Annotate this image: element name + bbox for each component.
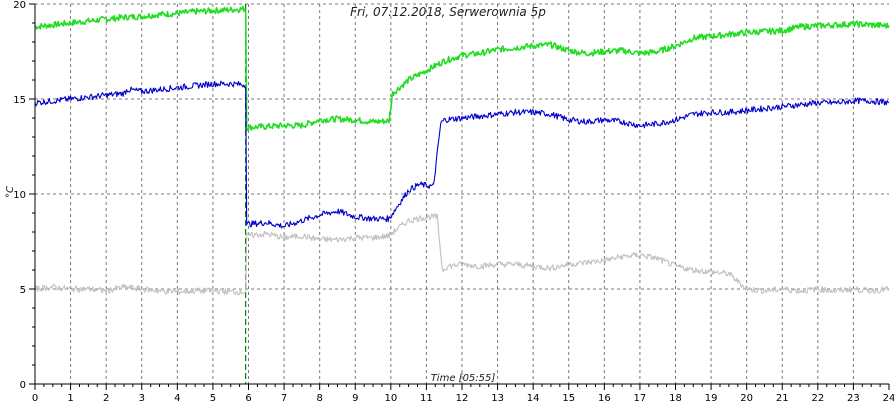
x-tick-label: 5 [210, 393, 216, 404]
chart-title: Fri, 07.12.2018, Serwerownia 5p [350, 5, 546, 19]
y-tick-label: 10 [13, 190, 26, 201]
series-line-1 [34, 5, 890, 132]
x-tick-label: 13 [491, 393, 504, 404]
x-tick-label: 2 [103, 393, 109, 404]
x-tick-label: 8 [316, 393, 322, 404]
series-layer [34, 5, 890, 296]
x-tick-label: 9 [352, 393, 358, 404]
y-tick-label: 20 [13, 0, 26, 11]
y-tick-label: 5 [20, 285, 26, 296]
x-tick-label: 21 [776, 393, 789, 404]
x-tick-label: 14 [527, 393, 540, 404]
x-tick-label: 0 [32, 393, 38, 404]
x-tick-label: 19 [705, 393, 718, 404]
x-tick-label: 22 [811, 393, 824, 404]
x-tick-label: 17 [634, 393, 647, 404]
x-tick-label: 10 [384, 393, 397, 404]
x-tick-label: 7 [281, 393, 287, 404]
y-axis-label: °C [5, 186, 16, 198]
x-tick-label: 20 [740, 393, 753, 404]
series-line-2 [34, 80, 890, 229]
x-tick-label: 12 [456, 393, 469, 404]
x-tick-label: 3 [139, 393, 145, 404]
x-tick-label: 15 [562, 393, 575, 404]
x-tick-label: 11 [420, 393, 433, 404]
axis-layer: 0 1 2 3 4 5 6 7 8 9 10 11 12 13 14 15 16 17 18 19 20 21 22 23 24… [13, 0, 894, 404]
y-tick-label: 15 [13, 95, 26, 106]
x-tick-label: 1 [67, 393, 73, 404]
series-line-3 [34, 213, 890, 296]
y-tick-label: 0 [20, 380, 26, 391]
x-tick-label: 23 [847, 393, 860, 404]
x-tick-label: 4 [174, 393, 180, 404]
x-tick-label: 16 [598, 393, 611, 404]
x-axis-label: Time [05:55] [431, 373, 496, 384]
grid-layer [35, 3, 889, 384]
x-tick-label: 24 [883, 393, 894, 404]
x-tick-label: 18 [669, 393, 682, 404]
x-tick-label: 6 [245, 393, 251, 404]
